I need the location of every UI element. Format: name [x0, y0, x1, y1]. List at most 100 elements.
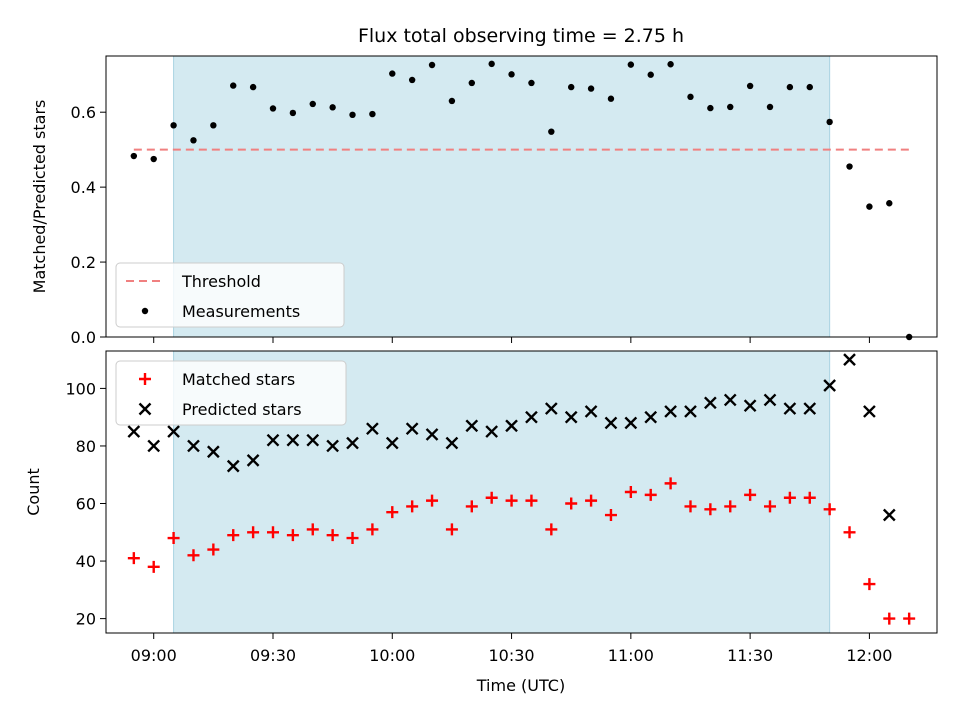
x-tick-label: 11:00	[608, 646, 654, 665]
data-point	[269, 105, 277, 112]
y-tick-label: 20	[76, 610, 96, 629]
data-point	[366, 422, 379, 436]
data-point	[230, 82, 237, 89]
legend-marker	[139, 373, 151, 385]
data-point	[903, 612, 916, 625]
data-point	[783, 402, 797, 415]
y-tick-label: 0.4	[71, 178, 96, 197]
series-measurements	[130, 60, 913, 341]
data-point	[607, 95, 615, 102]
data-point	[226, 459, 240, 473]
data-point	[207, 543, 220, 556]
data-point	[147, 560, 160, 573]
data-point	[604, 416, 618, 430]
data-point	[766, 103, 774, 111]
data-point	[445, 523, 458, 536]
data-point	[763, 393, 777, 407]
data-point	[508, 71, 515, 78]
data-point	[426, 494, 439, 507]
y-tick-label: 100	[65, 379, 96, 398]
y-tick-label: 0.6	[71, 103, 96, 122]
data-point	[843, 353, 856, 366]
data-point	[525, 410, 538, 424]
data-point	[266, 433, 280, 447]
data-point	[465, 419, 479, 433]
data-point	[585, 494, 598, 507]
data-point	[667, 61, 674, 68]
legend-marker	[138, 402, 152, 416]
y-axis-label: Matched/Predicted stars	[30, 100, 49, 294]
y-tick-label: 0.2	[71, 253, 96, 272]
data-point	[306, 433, 320, 447]
data-point	[346, 436, 359, 450]
data-point	[624, 486, 637, 498]
legend: Matched stars Predicted stars	[115, 360, 347, 426]
y-tick-label: 0.0	[71, 328, 96, 347]
data-point	[684, 500, 697, 513]
data-point	[289, 109, 297, 117]
data-point	[764, 500, 777, 513]
data-point	[408, 76, 416, 84]
data-point	[707, 104, 714, 112]
data-point	[587, 85, 595, 92]
data-point	[882, 508, 896, 522]
data-point	[545, 523, 558, 536]
x-tick-label: 09:30	[250, 646, 296, 665]
data-point	[724, 500, 737, 513]
panel-ratio: 0.0 0.2 0.4 0.6 Matched/Predicted stars Thres…	[30, 55, 938, 347]
data-point	[309, 100, 316, 108]
x-tick-label: 12:00	[846, 646, 892, 665]
data-point	[525, 494, 538, 507]
legend-box	[115, 262, 345, 328]
data-point	[127, 425, 141, 438]
data-point	[564, 410, 578, 424]
legend-label: Measurements	[182, 302, 300, 321]
data-point	[505, 494, 518, 507]
data-point	[187, 549, 200, 562]
data-point	[826, 118, 833, 126]
y-tick-label: 40	[76, 552, 96, 571]
x-tick-label: 09:00	[131, 646, 177, 665]
data-point	[803, 402, 817, 415]
data-point	[723, 393, 737, 407]
data-point	[386, 506, 399, 519]
data-point	[326, 529, 339, 542]
legend-marker	[141, 307, 149, 315]
chart-title: Flux total observing time = 2.75 h	[358, 25, 684, 47]
data-point	[604, 509, 617, 522]
data-point	[425, 428, 439, 441]
legend-label: Threshold	[181, 272, 261, 291]
data-point	[190, 137, 197, 144]
data-point	[210, 122, 217, 129]
data-point	[886, 200, 893, 207]
data-point	[150, 155, 157, 163]
data-point	[249, 83, 257, 91]
data-point	[664, 477, 677, 490]
data-point	[349, 111, 356, 119]
data-point	[389, 70, 396, 77]
data-point	[227, 529, 240, 542]
data-point	[346, 532, 359, 545]
data-point	[544, 402, 558, 415]
data-point	[704, 503, 717, 516]
data-point	[743, 399, 757, 413]
data-point	[167, 532, 180, 545]
data-point	[786, 83, 794, 91]
data-point	[445, 436, 459, 450]
data-point	[843, 526, 856, 539]
data-point	[624, 416, 638, 430]
plot-frame	[105, 350, 938, 634]
data-point	[647, 71, 654, 78]
data-point	[863, 405, 876, 418]
data-point	[385, 436, 399, 450]
x-tick-label: 10:00	[369, 646, 415, 665]
data-point	[584, 405, 598, 418]
data-point	[727, 103, 734, 111]
y-tick-label: 60	[76, 495, 96, 514]
data-point	[247, 526, 260, 539]
data-point	[846, 163, 853, 170]
data-point	[644, 488, 657, 501]
data-point	[823, 503, 836, 516]
y-axis-label: Count	[24, 468, 43, 516]
data-point	[369, 110, 376, 118]
